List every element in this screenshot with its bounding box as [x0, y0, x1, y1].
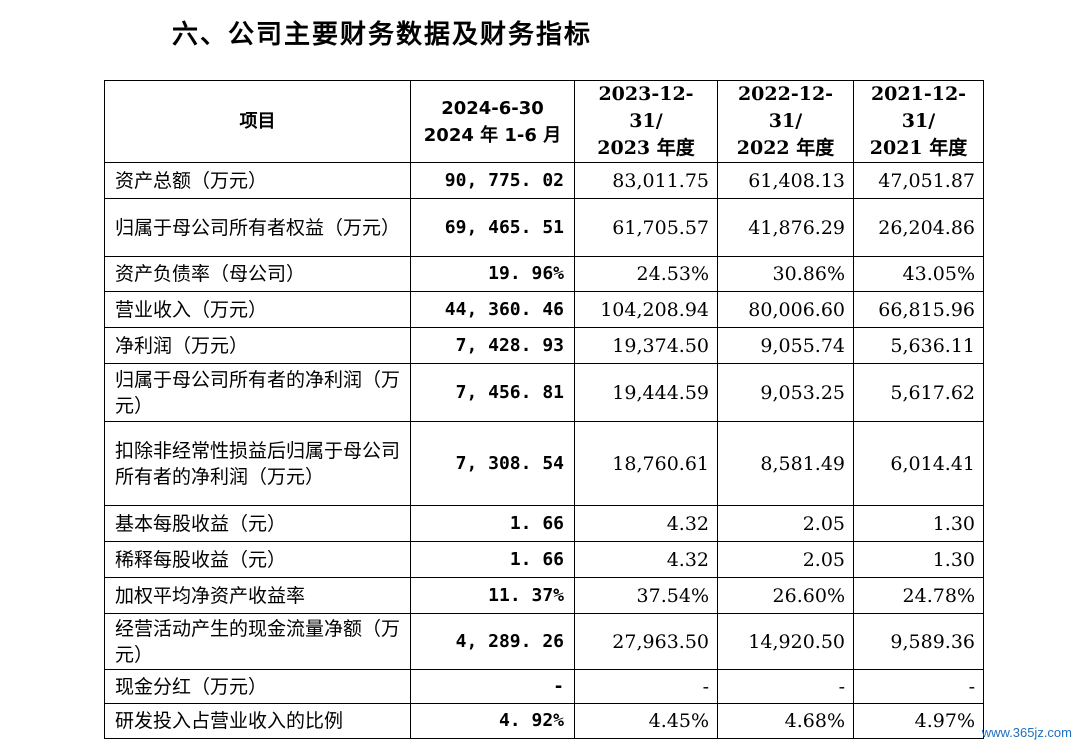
header-2024-h1-period: 2024 年 1-6 月 [423, 124, 562, 146]
table-row: 扣除非经常性损益后归属于母公司所有者的净利润（万元） 7, 308. 54 18… [104, 421, 984, 506]
cell-2022: 61,408.13 [717, 162, 854, 199]
cell-2022: 9,055.74 [717, 327, 854, 364]
header-2023: 2023-12-31/ 2023 年度 [574, 80, 718, 163]
cell-2024-h1: - [410, 669, 575, 704]
table-row: 现金分红（万元） - - - - [104, 669, 984, 704]
cell-2021: 9,589.36 [853, 613, 984, 670]
row-label: 加权平均净资产收益率 [104, 577, 411, 614]
cell-2022: 8,581.49 [717, 421, 854, 506]
header-2021-period: 2021 年度 [869, 137, 968, 159]
cell-2021: 4.97% [853, 703, 984, 739]
header-2024-h1: 2024-6-30 2024 年 1-6 月 [410, 80, 575, 163]
row-label: 现金分红（万元） [104, 669, 411, 704]
header-2021-date: 2021-12-31/ [870, 83, 967, 132]
cell-2022: 4.68% [717, 703, 854, 739]
table-header-row: 项目 2024-6-30 2024 年 1-6 月 2023-12-31/ 20… [104, 80, 984, 163]
header-2023-period: 2023 年度 [597, 137, 695, 159]
cell-2022: 30.86% [717, 256, 854, 292]
cell-2023: 24.53% [574, 256, 718, 292]
cell-2022: 14,920.50 [717, 613, 854, 670]
cell-2021: - [853, 669, 984, 704]
header-2022-date: 2022-12-31/ [737, 83, 834, 132]
row-label: 扣除非经常性损益后归属于母公司所有者的净利润（万元） [104, 421, 411, 506]
cell-2021: 66,815.96 [853, 291, 984, 328]
cell-2021: 26,204.86 [853, 198, 984, 257]
cell-2023: - [574, 669, 718, 704]
header-2022: 2022-12-31/ 2022 年度 [717, 80, 854, 163]
table-row: 资产负债率（母公司） 19. 96% 24.53% 30.86% 43.05% [104, 256, 984, 292]
cell-2023: 19,444.59 [574, 363, 718, 422]
section-heading: 六、公司主要财务数据及财务指标 [172, 20, 593, 50]
cell-2022: 26.60% [717, 577, 854, 614]
table-row: 营业收入（万元） 44, 360. 46 104,208.94 80,006.6… [104, 291, 984, 328]
table-row: 资产总额（万元） 90, 775. 02 83,011.75 61,408.13… [104, 162, 984, 199]
header-2022-period: 2022 年度 [736, 137, 835, 159]
row-label: 基本每股收益（元） [104, 505, 411, 542]
cell-2021: 24.78% [853, 577, 984, 614]
cell-2023: 4.32 [574, 505, 718, 542]
table-row: 归属于母公司所有者权益（万元） 69, 465. 51 61,705.57 41… [104, 198, 984, 257]
cell-2024-h1: 7, 428. 93 [410, 327, 575, 364]
table-row: 加权平均净资产收益率 11. 37% 37.54% 26.60% 24.78% [104, 577, 984, 614]
cell-2021: 43.05% [853, 256, 984, 292]
cell-2021: 47,051.87 [853, 162, 984, 199]
cell-2023: 18,760.61 [574, 421, 718, 506]
table-row: 稀释每股收益（元） 1. 66 4.32 2.05 1.30 [104, 541, 984, 578]
cell-2022: 9,053.25 [717, 363, 854, 422]
cell-2024-h1: 1. 66 [410, 505, 575, 542]
row-label: 稀释每股收益（元） [104, 541, 411, 578]
cell-2024-h1: 4. 92% [410, 703, 575, 739]
cell-2024-h1: 69, 465. 51 [410, 198, 575, 257]
table-row: 研发投入占营业收入的比例 4. 92% 4.45% 4.68% 4.97% [104, 703, 984, 739]
header-item: 项目 [104, 80, 411, 163]
cell-2024-h1: 4, 289. 26 [410, 613, 575, 670]
cell-2024-h1: 44, 360. 46 [410, 291, 575, 328]
cell-2023: 4.45% [574, 703, 718, 739]
row-label: 营业收入（万元） [104, 291, 411, 328]
cell-2021: 1.30 [853, 541, 984, 578]
row-label: 归属于母公司所有者的净利润（万元） [104, 363, 411, 422]
table-row: 经营活动产生的现金流量净额（万元） 4, 289. 26 27,963.50 1… [104, 613, 984, 670]
row-label: 经营活动产生的现金流量净额（万元） [104, 613, 411, 670]
cell-2023: 61,705.57 [574, 198, 718, 257]
cell-2021: 1.30 [853, 505, 984, 542]
row-label: 资产总额（万元） [104, 162, 411, 199]
financial-data-table: 项目 2024-6-30 2024 年 1-6 月 2023-12-31/ 20… [104, 80, 984, 739]
header-2024-h1-date: 2024-6-30 [441, 97, 544, 119]
table-row: 基本每股收益（元） 1. 66 4.32 2.05 1.30 [104, 505, 984, 542]
row-label: 净利润（万元） [104, 327, 411, 364]
cell-2023: 37.54% [574, 577, 718, 614]
cell-2021: 5,636.11 [853, 327, 984, 364]
row-label: 归属于母公司所有者权益（万元） [104, 198, 411, 257]
cell-2024-h1: 11. 37% [410, 577, 575, 614]
cell-2023: 104,208.94 [574, 291, 718, 328]
cell-2024-h1: 1. 66 [410, 541, 575, 578]
cell-2022: 2.05 [717, 505, 854, 542]
row-label: 研发投入占营业收入的比例 [104, 703, 411, 739]
cell-2023: 83,011.75 [574, 162, 718, 199]
row-label: 资产负债率（母公司） [104, 256, 411, 292]
cell-2022: - [717, 669, 854, 704]
cell-2024-h1: 90, 775. 02 [410, 162, 575, 199]
cell-2023: 27,963.50 [574, 613, 718, 670]
header-2021: 2021-12-31/ 2021 年度 [853, 80, 984, 163]
cell-2024-h1: 7, 308. 54 [410, 421, 575, 506]
header-2023-date: 2023-12-31/ [598, 83, 694, 132]
cell-2023: 4.32 [574, 541, 718, 578]
cell-2021: 6,014.41 [853, 421, 984, 506]
cell-2024-h1: 7, 456. 81 [410, 363, 575, 422]
cell-2023: 19,374.50 [574, 327, 718, 364]
cell-2022: 80,006.60 [717, 291, 854, 328]
table-row: 归属于母公司所有者的净利润（万元） 7, 456. 81 19,444.59 9… [104, 363, 984, 422]
cell-2022: 2.05 [717, 541, 854, 578]
cell-2021: 5,617.62 [853, 363, 984, 422]
cell-2024-h1: 19. 96% [410, 256, 575, 292]
site-watermark: www.365jz.com [981, 725, 1072, 740]
table-row: 净利润（万元） 7, 428. 93 19,374.50 9,055.74 5,… [104, 327, 984, 364]
cell-2022: 41,876.29 [717, 198, 854, 257]
